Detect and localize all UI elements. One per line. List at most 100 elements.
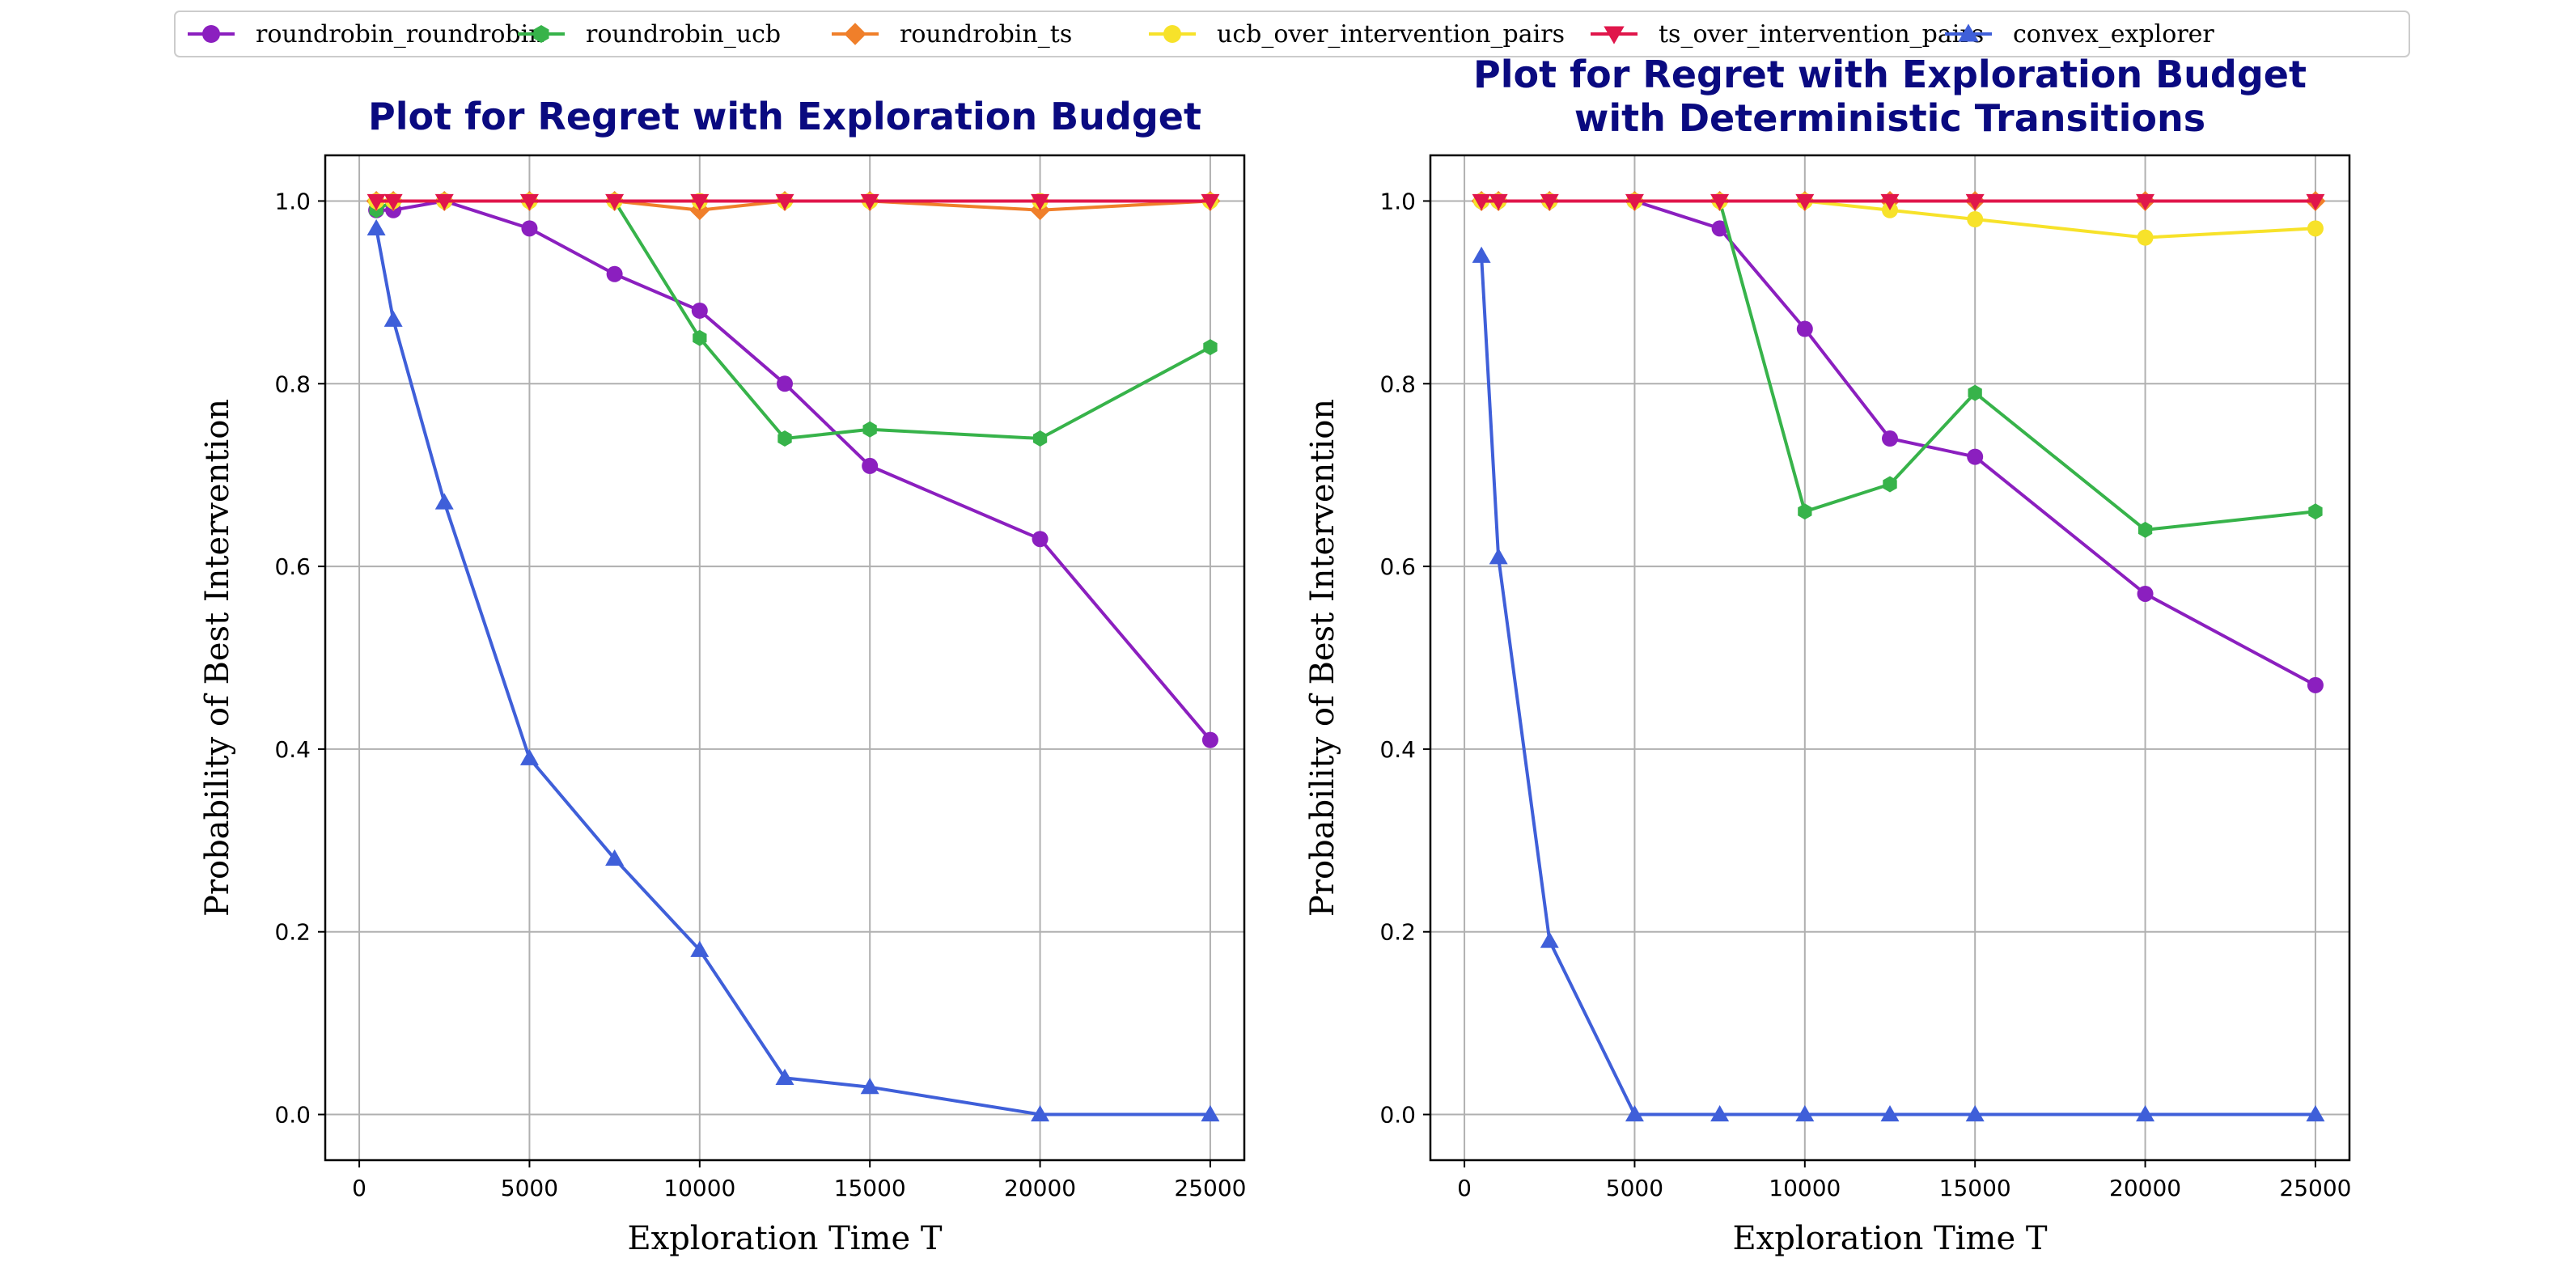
series-roundrobin_ucb (369, 193, 1218, 447)
data-point (1489, 193, 1508, 210)
y-tick-label: 0.8 (1379, 371, 1416, 397)
data-point (1967, 211, 1984, 228)
data-point (1203, 339, 1218, 356)
data-point (434, 493, 454, 510)
y-tick-label: 0.2 (274, 919, 311, 946)
x-tick-label: 25000 (2279, 1175, 2351, 1201)
series-line (1480, 256, 2315, 1116)
legend-label: ts_over_intervention_pairs (1659, 20, 1984, 49)
data-point (2307, 676, 2324, 693)
legend-label: ucb_over_intervention_pairs (1217, 20, 1565, 49)
data-point (1201, 193, 1220, 210)
data-point (2136, 193, 2155, 210)
legend-label: roundrobin_ts (900, 20, 1072, 49)
data-point (2136, 1105, 2155, 1122)
data-point (1795, 193, 1815, 210)
legend-marker (1604, 26, 1625, 44)
x-tick-label: 10000 (663, 1175, 735, 1201)
data-point (605, 849, 625, 866)
y-tick-label: 0.4 (274, 736, 311, 763)
x-tick-label: 10000 (1769, 1175, 1841, 1201)
series-line (375, 227, 1210, 1116)
data-point (366, 218, 386, 235)
x-tick-label: 5000 (501, 1175, 558, 1201)
data-point (521, 220, 538, 237)
data-point (1540, 193, 1559, 210)
data-point (2137, 229, 2154, 246)
data-point (1540, 931, 1559, 948)
legend-item: roundrobin_ucb (518, 20, 781, 49)
data-point (1883, 476, 1897, 493)
data-point (1032, 430, 1048, 447)
data-point (775, 1068, 794, 1086)
data-point (690, 193, 710, 210)
data-point (860, 1078, 879, 1095)
data-point (775, 193, 794, 210)
data-point (2307, 220, 2324, 237)
data-point (691, 302, 708, 319)
data-point (777, 430, 792, 447)
y-tick-label: 0.0 (274, 1102, 311, 1129)
data-point (1880, 1105, 1900, 1122)
x-tick-label: 25000 (1174, 1175, 1246, 1201)
legend-label: roundrobin_roundrobin (256, 20, 544, 49)
series-roundrobin_ucb (1474, 193, 2323, 538)
data-point (777, 375, 793, 392)
legend-item: ts_over_intervention_pairs (1591, 20, 1984, 49)
data-point (2308, 503, 2323, 520)
data-point (383, 310, 403, 327)
series-line (376, 199, 1212, 741)
series-line (1481, 199, 2316, 687)
legend-item: ucb_over_intervention_pairs (1149, 20, 1565, 49)
data-point (383, 193, 403, 210)
x-tick-label: 15000 (834, 1175, 906, 1201)
x-tick-label: 20000 (2109, 1175, 2181, 1201)
data-point (1882, 430, 1898, 447)
plot-frame (1429, 154, 2351, 1162)
legend-item: convex_explorer (1945, 20, 2214, 49)
data-point (1798, 503, 1812, 520)
y-axis-label: Probability of Best Intervention (1304, 399, 1341, 917)
x-tick-label: 5000 (1606, 1175, 1663, 1201)
data-point (862, 457, 879, 474)
legend-item: roundrobin_roundrobin (188, 20, 544, 49)
data-point (1201, 731, 1218, 748)
data-point (1201, 1105, 1220, 1122)
legend-marker (1163, 25, 1181, 43)
data-point (1711, 220, 1728, 237)
data-point (2137, 521, 2153, 538)
data-point (366, 193, 386, 210)
data-point (1968, 384, 1982, 401)
data-point (1625, 1105, 1644, 1122)
data-point (2306, 1105, 2325, 1122)
plot-frame (324, 154, 1246, 1162)
data-point (1880, 193, 1900, 210)
x-tick-label: 20000 (1004, 1175, 1076, 1201)
series-convex_explorer (1472, 246, 2325, 1122)
y-tick-label: 1.0 (1379, 188, 1416, 214)
series-line (1481, 199, 2316, 239)
data-point (1710, 1105, 1730, 1122)
legend: roundrobin_roundrobin roundrobin_ucb round… (174, 11, 2410, 57)
y-tick-label: 0.4 (1379, 736, 1416, 763)
x-axis-label: Exploration Time T (627, 1220, 942, 1257)
y-tick-label: 1.0 (274, 188, 311, 214)
series-roundrobin_roundrobin (368, 193, 1218, 748)
data-point (1031, 193, 1050, 210)
legend-marker (1958, 23, 1979, 42)
series-convex_explorer (366, 218, 1220, 1122)
data-point (434, 193, 454, 210)
data-point (519, 193, 539, 210)
data-point (519, 748, 539, 765)
legend-frame (174, 11, 2410, 57)
series-ts_over_intervention_pairs (366, 193, 1220, 210)
y-tick-label: 0.6 (274, 553, 311, 580)
chart-panel-right: 0 5000 10000 15000 20000 25000 0.0 0.2 0.4 0.6 0.8… (1304, 53, 2351, 1257)
data-point (1032, 531, 1049, 548)
data-point (1967, 448, 1984, 465)
data-point (606, 265, 623, 282)
x-tick-label: 0 (352, 1175, 366, 1201)
x-axis-label: Exploration Time T (1732, 1220, 2047, 1257)
